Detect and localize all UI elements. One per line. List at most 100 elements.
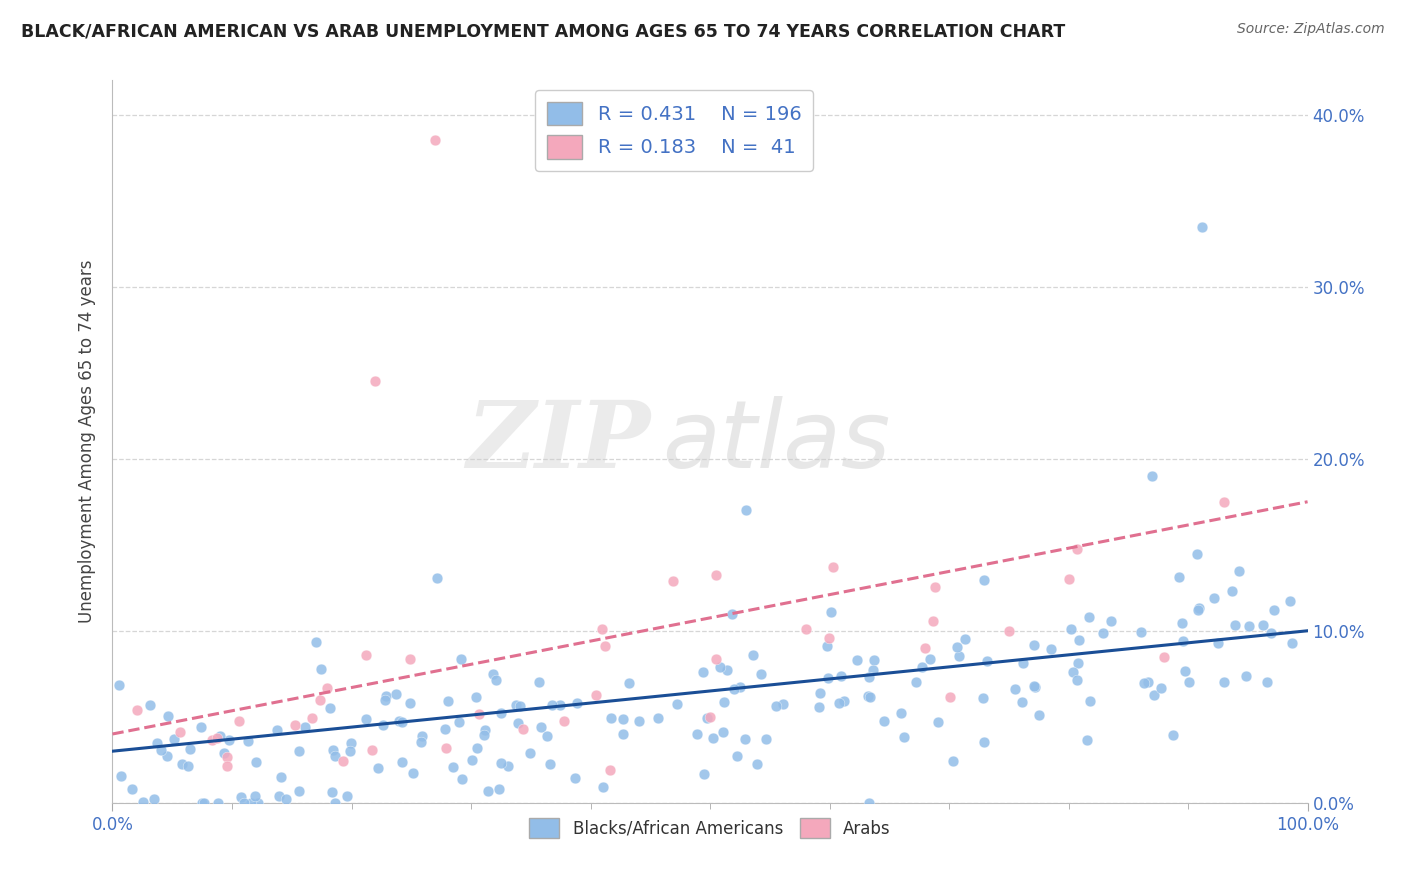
Point (1168, 570, 1191, 584)
Point (1136, 675, 1159, 690)
Point (1227, 565, 1250, 579)
Point (858, 796, 880, 810)
Point (1004, 682, 1026, 697)
Point (193, 796, 215, 810)
Point (319, 700, 342, 714)
Point (946, 640, 969, 654)
Point (385, 687, 408, 701)
Point (1024, 680, 1046, 694)
Point (190, 720, 212, 734)
Point (976, 655, 998, 669)
Point (817, 671, 839, 685)
Point (388, 714, 411, 729)
Point (201, 733, 224, 747)
Point (245, 755, 267, 769)
Point (336, 789, 359, 803)
Point (163, 731, 186, 746)
Point (474, 723, 496, 737)
Point (741, 648, 763, 663)
Point (315, 681, 337, 696)
Point (827, 696, 849, 710)
Point (1256, 675, 1278, 690)
Point (755, 731, 778, 746)
Point (1078, 610, 1101, 624)
Point (207, 796, 229, 810)
Point (890, 706, 912, 720)
Point (1057, 572, 1080, 586)
Point (215, 750, 238, 764)
Point (832, 694, 855, 708)
Point (245, 789, 267, 803)
Point (391, 755, 413, 769)
Point (1066, 673, 1088, 687)
Point (765, 698, 787, 713)
Point (332, 754, 354, 768)
Point (617, 676, 640, 690)
Point (274, 792, 297, 806)
Point (437, 694, 460, 708)
Point (734, 732, 756, 747)
Point (709, 660, 731, 674)
Point (859, 690, 882, 704)
Legend: Blacks/African Americans, Arabs: Blacks/African Americans, Arabs (523, 812, 897, 845)
Point (218, 732, 240, 747)
Point (1062, 665, 1084, 679)
Point (686, 727, 709, 741)
Point (810, 686, 832, 700)
Point (527, 674, 550, 689)
Point (1206, 636, 1229, 650)
Point (723, 681, 745, 696)
Point (973, 574, 995, 588)
Point (1185, 547, 1208, 561)
Point (339, 744, 361, 758)
Point (862, 663, 884, 677)
Point (1039, 642, 1062, 657)
Point (1213, 494, 1236, 508)
Point (725, 749, 748, 764)
Point (553, 714, 575, 729)
Point (321, 785, 343, 799)
Point (266, 723, 288, 738)
Point (360, 743, 382, 757)
Point (716, 664, 738, 678)
Point (548, 698, 571, 713)
Point (818, 631, 841, 645)
Point (1263, 603, 1285, 617)
Point (772, 697, 794, 711)
Text: atlas: atlas (662, 396, 890, 487)
Point (294, 720, 316, 734)
Point (485, 673, 508, 687)
Point (150, 743, 173, 757)
Point (170, 757, 193, 772)
Point (713, 695, 735, 709)
Point (998, 624, 1021, 638)
Point (1204, 591, 1226, 605)
Point (373, 718, 395, 732)
Point (364, 375, 387, 389)
Y-axis label: Unemployment Among Ages 65 to 74 years: Unemployment Among Ages 65 to 74 years (77, 260, 96, 624)
Point (434, 723, 457, 737)
Point (441, 760, 464, 774)
Point (1260, 626, 1282, 640)
Point (921, 615, 943, 629)
Point (858, 670, 880, 684)
Point (121, 781, 143, 796)
Point (1171, 615, 1194, 630)
Point (340, 736, 363, 750)
Point (231, 789, 253, 804)
Point (699, 710, 721, 724)
Point (374, 689, 396, 703)
Point (728, 680, 751, 694)
Point (1220, 583, 1243, 598)
Point (190, 796, 212, 810)
Point (904, 675, 927, 690)
Point (1130, 625, 1153, 640)
Point (953, 632, 976, 646)
Point (305, 635, 328, 649)
Point (1161, 728, 1184, 742)
Point (488, 781, 510, 796)
Point (1060, 622, 1083, 636)
Point (270, 770, 292, 784)
Point (592, 780, 614, 795)
Point (856, 690, 879, 704)
